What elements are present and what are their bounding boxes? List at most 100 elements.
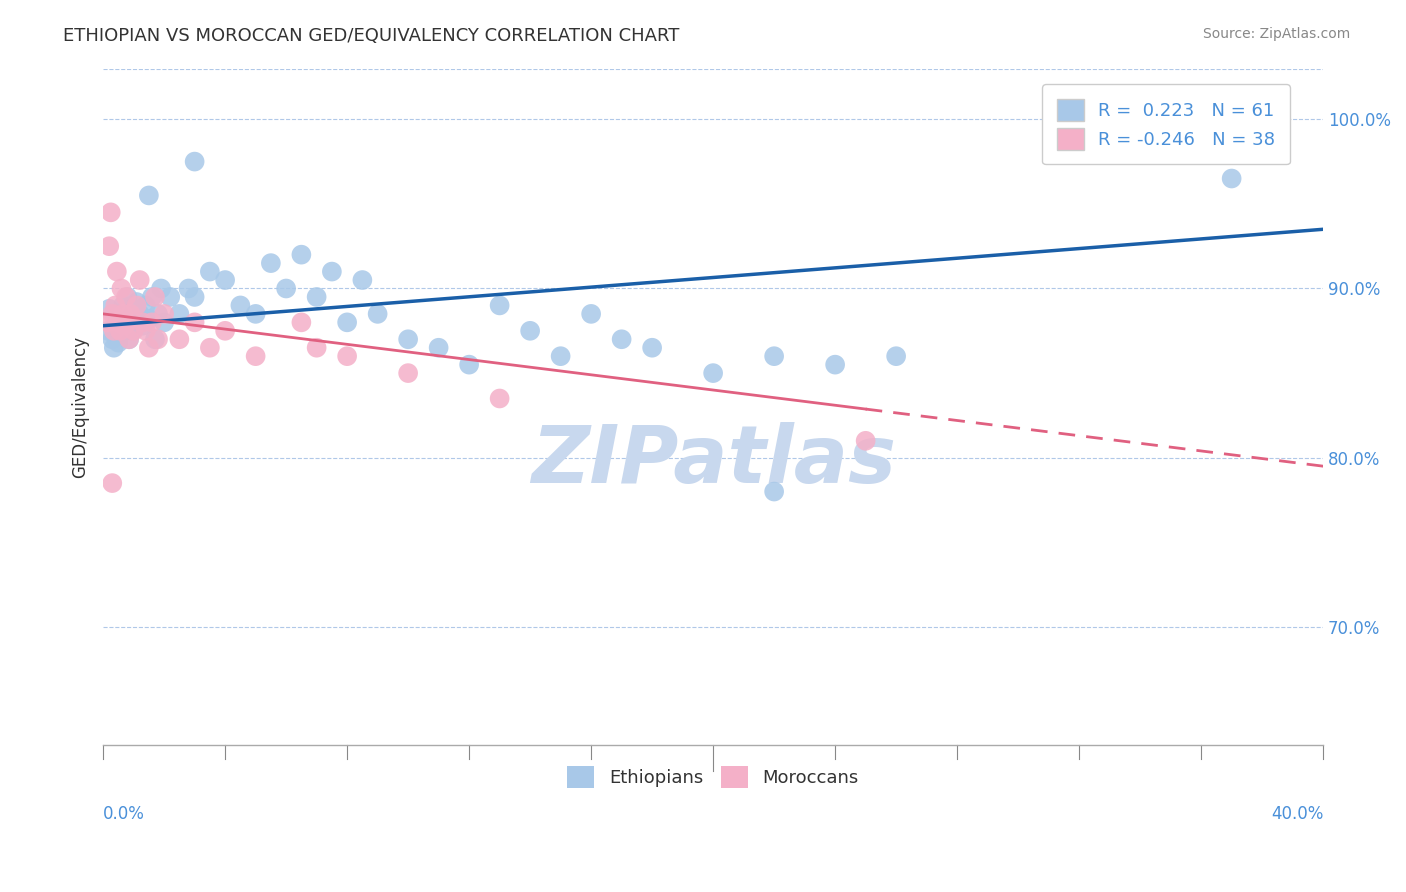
- Point: [135, 298, 157, 312]
- Point: [396, 332, 419, 346]
- Point: [367, 307, 389, 321]
- Point: [100, 205, 122, 219]
- Point: [114, 318, 136, 333]
- Point: [138, 341, 160, 355]
- Point: [122, 301, 145, 316]
- Point: [183, 154, 205, 169]
- Point: [290, 315, 312, 329]
- Point: [104, 329, 127, 343]
- Point: [108, 324, 131, 338]
- Point: [98, 301, 121, 316]
- Point: [107, 335, 129, 350]
- Point: [104, 298, 127, 312]
- Point: [159, 290, 181, 304]
- Point: [107, 315, 129, 329]
- Point: [336, 315, 359, 329]
- Point: [146, 332, 169, 346]
- Point: [120, 307, 142, 321]
- Point: [121, 324, 143, 338]
- Point: [97, 324, 120, 338]
- Point: [276, 281, 298, 295]
- Point: [103, 324, 125, 338]
- Point: [153, 307, 176, 321]
- Point: [125, 298, 148, 312]
- Point: [111, 298, 134, 312]
- Point: [245, 307, 267, 321]
- Point: [108, 324, 131, 338]
- Point: [488, 298, 510, 312]
- Point: [117, 315, 139, 329]
- Point: [550, 349, 572, 363]
- Point: [183, 290, 205, 304]
- Point: [143, 332, 166, 346]
- Point: [101, 307, 124, 321]
- Point: [117, 290, 139, 304]
- Point: [519, 324, 541, 338]
- Point: [97, 315, 120, 329]
- Point: [143, 290, 166, 304]
- Point: [427, 341, 450, 355]
- Text: ETHIOPIAN VS MOROCCAN GED/EQUIVALENCY CORRELATION CHART: ETHIOPIAN VS MOROCCAN GED/EQUIVALENCY CO…: [63, 27, 679, 45]
- Point: [115, 290, 138, 304]
- Point: [169, 332, 191, 346]
- Point: [153, 315, 176, 329]
- Point: [135, 324, 157, 338]
- Point: [702, 366, 724, 380]
- Point: [132, 315, 155, 329]
- Point: [1220, 171, 1243, 186]
- Point: [610, 332, 633, 346]
- Point: [458, 358, 481, 372]
- Point: [110, 307, 132, 321]
- Point: [114, 318, 136, 333]
- Point: [884, 349, 907, 363]
- Point: [198, 264, 221, 278]
- Y-axis label: GED/Equivalency: GED/Equivalency: [72, 336, 89, 478]
- Point: [103, 341, 125, 355]
- Point: [110, 281, 132, 295]
- Point: [118, 332, 141, 346]
- Point: [105, 315, 128, 329]
- Point: [305, 290, 328, 304]
- Point: [229, 298, 252, 312]
- Point: [141, 290, 163, 304]
- Point: [260, 256, 283, 270]
- Point: [198, 341, 221, 355]
- Point: [321, 264, 343, 278]
- Point: [488, 392, 510, 406]
- Point: [824, 358, 846, 372]
- Point: [128, 307, 150, 321]
- Point: [138, 188, 160, 202]
- Point: [336, 349, 359, 363]
- Point: [855, 434, 877, 448]
- Point: [305, 341, 328, 355]
- Point: [245, 349, 267, 363]
- Point: [214, 324, 236, 338]
- Point: [146, 307, 169, 321]
- Point: [150, 281, 173, 295]
- Point: [118, 332, 141, 346]
- Point: [1160, 120, 1182, 135]
- Point: [101, 476, 124, 491]
- Point: [183, 315, 205, 329]
- Point: [105, 264, 128, 278]
- Point: [111, 307, 134, 321]
- Point: [290, 247, 312, 261]
- Point: [214, 273, 236, 287]
- Point: [120, 315, 142, 329]
- Point: [352, 273, 374, 287]
- Text: ZIPatlas: ZIPatlas: [530, 422, 896, 500]
- Point: [138, 312, 160, 326]
- Point: [122, 324, 145, 338]
- Point: [125, 295, 148, 310]
- Point: [177, 281, 200, 295]
- Text: 40.0%: 40.0%: [1271, 805, 1323, 822]
- Point: [396, 366, 419, 380]
- Point: [641, 341, 664, 355]
- Point: [98, 239, 121, 253]
- Text: Source: ZipAtlas.com: Source: ZipAtlas.com: [1202, 27, 1350, 41]
- Point: [101, 332, 124, 346]
- Point: [579, 307, 602, 321]
- Text: 0.0%: 0.0%: [103, 805, 145, 822]
- Point: [169, 307, 191, 321]
- Point: [132, 318, 155, 333]
